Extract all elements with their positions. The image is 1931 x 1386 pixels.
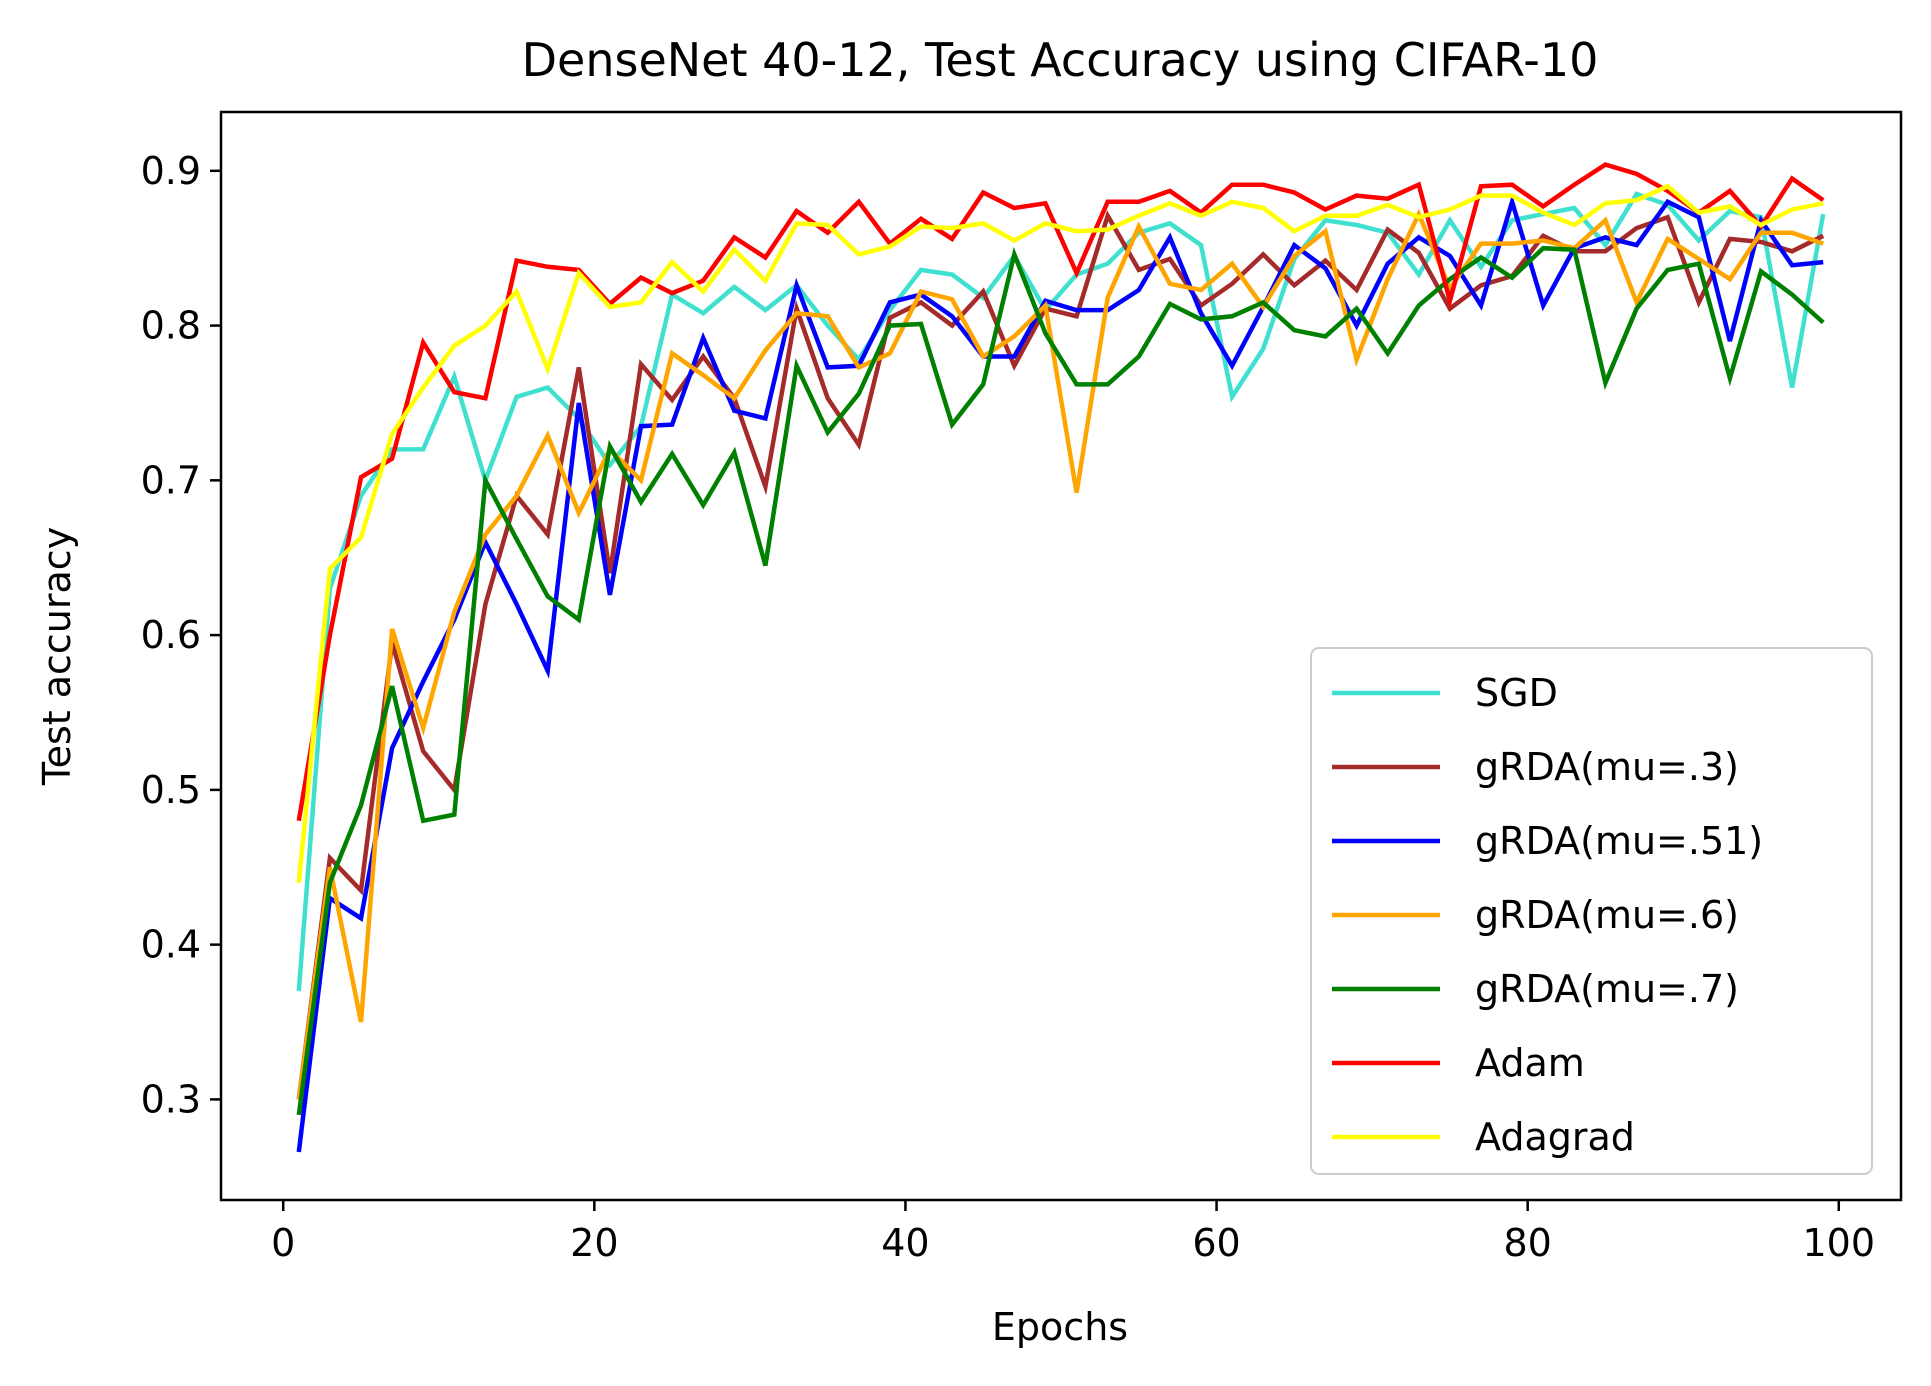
x-axis-label: Epochs (992, 1305, 1128, 1349)
legend-label-4: gRDA(mu=.7) (1475, 967, 1739, 1011)
y-tick-label: 0.8 (141, 304, 201, 348)
legend-box (1310, 647, 1873, 1175)
y-tick-label: 0.6 (141, 613, 201, 657)
legend-label-1: gRDA(mu=.3) (1475, 745, 1739, 789)
legend-label-0: SGD (1475, 671, 1558, 715)
x-tick-label: 80 (1503, 1221, 1551, 1265)
x-tick-label: 20 (570, 1221, 618, 1265)
y-tick-label: 0.9 (141, 149, 201, 193)
x-tick-label: 60 (1192, 1221, 1240, 1265)
legend-label-2: gRDA(mu=.51) (1475, 819, 1763, 863)
series-line-2 (296, 193, 1824, 1153)
legend-label-3: gRDA(mu=.6) (1475, 893, 1739, 937)
x-axis: 0 20 40 60 80 100 (271, 1200, 1875, 1265)
y-axis-label: Test accuracy (35, 527, 79, 786)
legend-entries: SGD gRDA(mu=.3) gRDA(mu=.51) gRDA(mu=.6) gRD… (1332, 671, 1763, 1159)
plot-frame (219, 110, 1903, 1202)
legend-label-6: Adagrad (1475, 1115, 1635, 1159)
x-tick-label: 100 (1803, 1221, 1876, 1265)
y-axis: 0.3 0.4 0.5 0.6 0.7 0.8 0.9 (141, 149, 221, 1121)
legend-label-5: Adam (1475, 1041, 1585, 1085)
series-line-5 (296, 162, 1825, 822)
series-line-0 (296, 191, 1826, 992)
y-tick-label: 0.5 (141, 768, 201, 812)
y-tick-label: 0.3 (141, 1077, 201, 1121)
series-line-3 (296, 208, 1824, 1100)
y-tick-label: 0.4 (141, 923, 201, 967)
series-line-4 (296, 245, 1825, 1116)
x-tick-label: 40 (881, 1221, 929, 1265)
series-layer (296, 162, 1826, 1153)
x-tick-label: 0 (271, 1221, 295, 1265)
legend: SGD gRDA(mu=.3) gRDA(mu=.51) gRDA(mu=.6) gRD… (1310, 647, 1873, 1175)
chart-title: DenseNet 40-12, Test Accuracy using CIFA… (522, 33, 1599, 87)
y-tick-label: 0.7 (141, 458, 201, 502)
series-line-6 (296, 183, 1824, 883)
